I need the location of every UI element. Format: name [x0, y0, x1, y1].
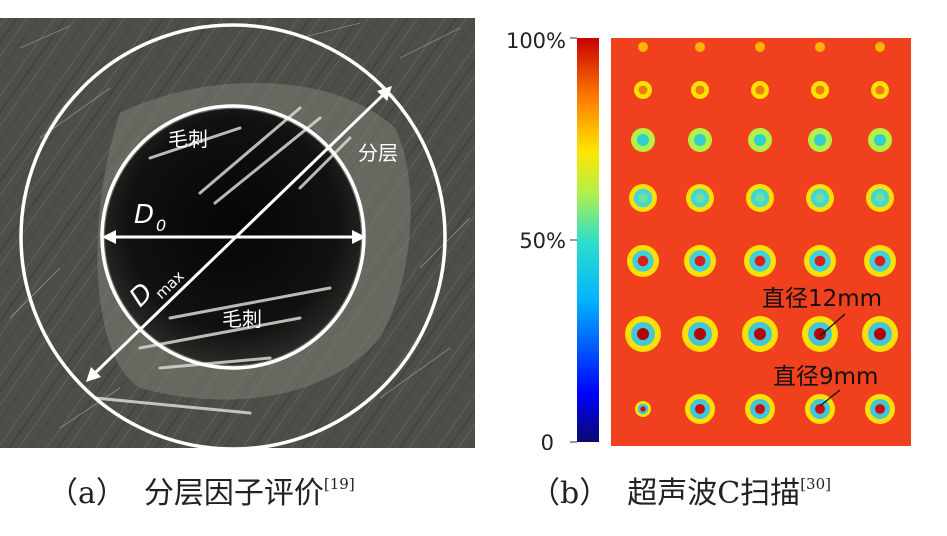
defect-spot — [814, 255, 826, 267]
delamination-photo-panel: 毛刺 毛刺 分层 D 0 D max — [0, 18, 475, 451]
colorbar-label-top: 100% — [506, 29, 566, 53]
defect-spot — [755, 42, 765, 52]
dmax-arrow — [86, 86, 392, 382]
defect-spot — [695, 193, 705, 203]
scan-area — [611, 38, 911, 446]
defect-spot — [695, 85, 705, 95]
defect-spot — [695, 42, 705, 52]
defect-spot — [638, 85, 648, 95]
defect-spot — [637, 134, 649, 146]
caption-b-tag: （b） — [530, 476, 610, 511]
defect-spot — [637, 255, 649, 267]
defect-spot — [755, 193, 765, 203]
d0-subscript: 0 — [156, 216, 166, 235]
defect-spot — [875, 193, 885, 203]
colorbar-label-mid: 50% — [519, 229, 566, 253]
burr-fibers — [93, 106, 352, 415]
delamination-photo: 毛刺 毛刺 分层 D 0 D max — [0, 18, 475, 451]
defect-spot — [815, 42, 825, 52]
c-scan-figure: 100% 50% 0 直径12mm 直径9mm — [506, 29, 911, 455]
defect-spot — [695, 404, 705, 414]
annotation-12mm-arrow — [819, 313, 846, 337]
defect-spot — [754, 328, 766, 340]
caption-a-tag: （a） — [48, 476, 126, 511]
colorbar — [577, 38, 599, 442]
caption-b: （b） 超声波C扫描[30] — [530, 468, 831, 512]
defect-spots — [625, 42, 898, 424]
d0-label: D — [134, 200, 154, 230]
defect-spot — [815, 85, 825, 95]
defect-spot — [694, 134, 706, 146]
caption-b-text: 超声波C扫描 — [627, 476, 801, 511]
colorbar-label-bottom: 0 — [541, 431, 554, 450]
defect-spot — [638, 42, 648, 52]
defect-spot — [875, 85, 885, 95]
defect-spot — [755, 85, 765, 95]
defect-spot — [694, 255, 706, 267]
caption-a-text: 分层因子评价 — [143, 476, 324, 511]
defect-spot — [638, 193, 648, 203]
defect-spot — [755, 404, 765, 414]
delamination-label: 分层 — [358, 141, 398, 165]
caption-a: （a） 分层因子评价[19] — [48, 468, 355, 512]
defect-spot — [754, 255, 766, 267]
defect-spot — [815, 193, 825, 203]
annotation-9mm-arrow — [819, 389, 841, 407]
annotation-9mm: 直径9mm — [773, 364, 878, 390]
defect-spot — [874, 328, 886, 340]
defect-spot — [637, 328, 649, 340]
defect-spot — [694, 328, 706, 340]
caption-b-ref: [30] — [800, 475, 831, 493]
burr-label-top: 毛刺 — [168, 127, 208, 151]
defect-spot — [874, 255, 886, 267]
defect-spot — [640, 406, 646, 412]
defect-spot — [754, 134, 766, 146]
defect-spot — [814, 328, 826, 340]
defect-spot — [874, 134, 886, 146]
c-scan-panel: 100% 50% 0 直径12mm 直径9mm — [490, 18, 945, 455]
defect-spot — [875, 42, 885, 52]
burr-label-bottom: 毛刺 — [222, 307, 262, 331]
defect-spot — [815, 404, 825, 414]
annotation-12mm: 直径12mm — [762, 286, 882, 312]
defect-spot — [875, 404, 885, 414]
defect-spot — [814, 134, 826, 146]
caption-a-ref: [19] — [323, 475, 355, 493]
